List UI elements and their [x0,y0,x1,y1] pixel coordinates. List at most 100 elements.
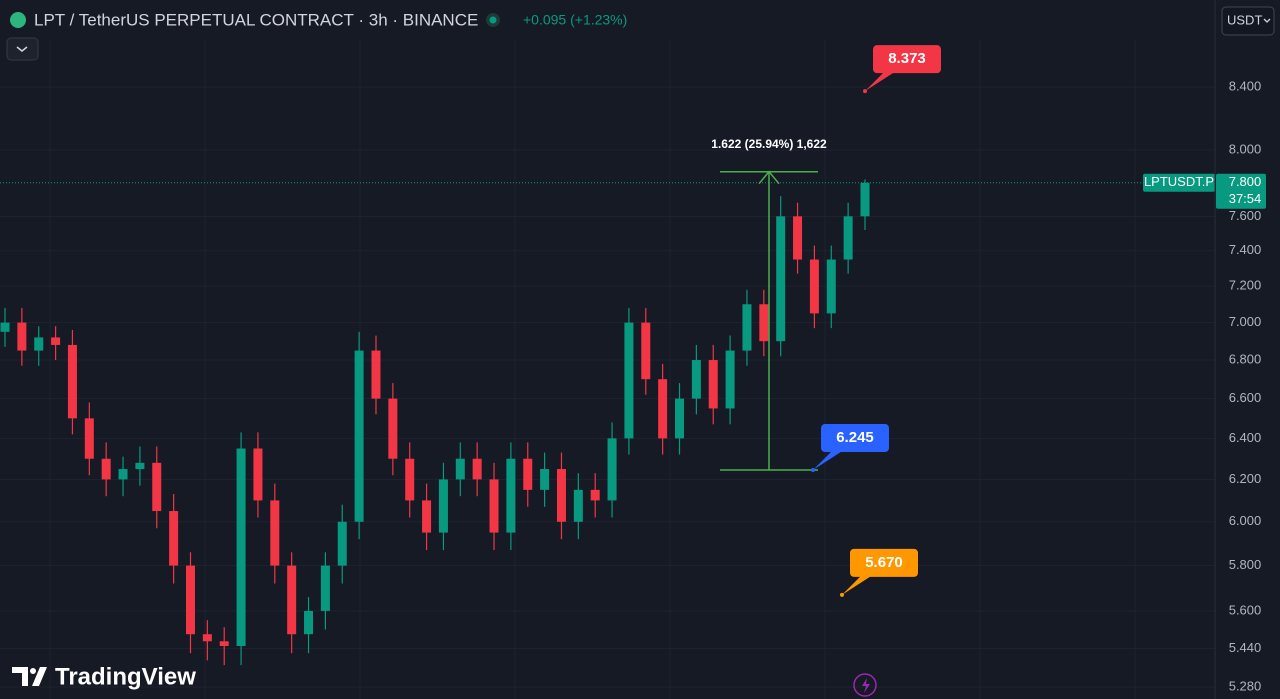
candle-body [185,565,195,635]
marker-pointer [842,572,876,595]
marker-label: 8.373 [888,50,926,67]
candle-body [708,360,718,409]
y-tick-label: 7.000 [1229,314,1262,329]
candle-body [607,438,617,501]
y-tick-label: 5.280 [1229,678,1262,693]
candle-body [118,469,128,480]
watermark: TradingView [55,663,196,690]
logo-mark [12,667,47,686]
candle-body [691,360,701,399]
currency: USDT [1227,12,1262,27]
candle-body [320,565,330,611]
candle-body [236,448,246,647]
currency-button[interactable] [1221,6,1275,36]
candle-body [169,511,179,566]
marker-pointer [813,448,847,471]
y-tick-label: 5.440 [1229,640,1262,655]
candle-body [405,458,415,501]
candle-body [725,350,735,409]
candle-body [337,521,347,566]
logo-dot [30,668,36,674]
candle-body [556,469,566,522]
candle-body [17,322,27,351]
marker-box [821,424,889,453]
y-tick-label: 6.400 [1229,430,1262,445]
y-tick-label: 6.600 [1229,390,1262,405]
marker-label: 6.245 [836,429,874,446]
chevron [1263,18,1271,23]
y-tick-label: 6.000 [1229,513,1262,528]
marker-box [873,45,941,74]
status-dot-inner [489,16,497,24]
grid [0,40,1215,699]
plot [0,179,870,666]
chevron [16,46,28,52]
arrow-head [758,170,780,185]
lightning-icon [862,678,870,693]
symbol-tag [1143,173,1215,192]
candle-body [590,489,600,501]
candle-body [843,216,853,260]
marker-point [863,89,867,94]
candle-body [455,458,465,480]
candle-body [573,489,583,522]
candle-body [759,304,769,342]
candle-body [354,350,364,522]
candle-body [135,462,145,470]
measure-label: 1.622 (25.94%) 1,622 [711,137,827,151]
candle-body [101,458,111,480]
y-tick-label: 6.200 [1229,471,1262,486]
candle-body [641,322,651,380]
candle-body [152,462,162,512]
candle-body [422,500,432,533]
candle-body [624,322,634,439]
candle-body [270,500,280,566]
candle-body [742,304,752,351]
y-tick-label: 6.800 [1229,351,1262,366]
marker-label: 5.670 [865,554,903,571]
y-tick-label: 7.400 [1229,242,1262,257]
candle-body [523,458,533,490]
candle-body [438,479,448,533]
candle-body [304,610,314,635]
candle-body [793,216,803,260]
candle-body [809,259,819,314]
candle-body [34,337,44,351]
marker-point [840,592,844,597]
lightning-button[interactable] [853,673,877,697]
candle-body [658,379,668,439]
marker-box [850,548,918,577]
price-axis: 5.280 5.440 5.600 5.800 6.000 6.200 6.400 6.600… [1229,78,1262,693]
y-tick-label: 7.600 [1229,208,1262,223]
y-tick-label: 7.200 [1229,278,1262,293]
candle-body [826,259,836,314]
candle-body [84,418,94,459]
candle-body [675,398,685,439]
candle-body [287,565,297,635]
countdown: 37:54 [1229,191,1262,206]
candle-body [540,469,550,490]
price-change: +0.095 (+1.23%) [523,12,627,28]
candle-body [219,641,229,647]
candle-body [0,322,10,332]
y-tick-label: 5.600 [1229,602,1262,617]
candle-body [472,458,482,480]
candle-body [253,448,263,501]
y-tick-label: 8.400 [1229,78,1262,93]
y-tick-label: 5.800 [1229,557,1262,572]
marker-point [811,468,815,473]
symbol-icon [10,12,26,28]
candle-body [388,398,398,459]
marker-pointer [865,69,899,92]
candle-body [860,182,870,217]
collapse-button[interactable] [6,37,39,61]
symbol-label: LPTUSDT.P [1144,174,1214,189]
candle-body [67,344,77,419]
overlay: LPTUSDT.P 7.800 37:54 1.622 (25.94%) 1,622 8… [0,45,1266,597]
candle-body [776,216,786,342]
last-price-tag [1216,173,1266,209]
candle-body [489,479,499,533]
